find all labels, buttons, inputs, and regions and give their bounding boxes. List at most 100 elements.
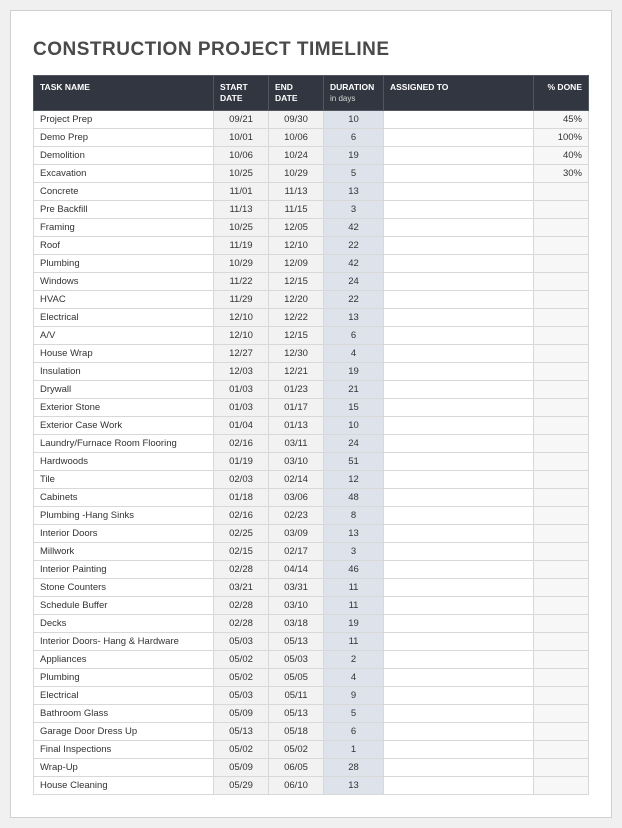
- cell-duration: 46: [324, 561, 384, 579]
- cell-task: Demolition: [34, 147, 214, 165]
- table-body: Project Prep09/2109/301045%Demo Prep10/0…: [34, 111, 589, 795]
- table-row: Final Inspections05/0205/021: [34, 741, 589, 759]
- table-row: Concrete11/0111/1313: [34, 183, 589, 201]
- cell-end-date: 01/17: [269, 399, 324, 417]
- cell-end-date: 11/13: [269, 183, 324, 201]
- cell-done: [534, 291, 589, 309]
- cell-task: Windows: [34, 273, 214, 291]
- cell-duration: 5: [324, 165, 384, 183]
- cell-start-date: 05/29: [214, 777, 269, 795]
- cell-duration: 28: [324, 759, 384, 777]
- table-row: Decks02/2803/1819: [34, 615, 589, 633]
- table-row: Cabinets01/1803/0648: [34, 489, 589, 507]
- table-row: Hardwoods01/1903/1051: [34, 453, 589, 471]
- header-assigned: ASSIGNED TO: [384, 76, 534, 111]
- cell-end-date: 12/20: [269, 291, 324, 309]
- cell-task: Interior Painting: [34, 561, 214, 579]
- cell-start-date: 10/25: [214, 165, 269, 183]
- cell-assigned: [384, 291, 534, 309]
- cell-start-date: 05/09: [214, 759, 269, 777]
- cell-assigned: [384, 489, 534, 507]
- cell-done: [534, 327, 589, 345]
- cell-duration: 4: [324, 345, 384, 363]
- table-row: Interior Doors- Hang & Hardware05/0305/1…: [34, 633, 589, 651]
- cell-done: [534, 597, 589, 615]
- table-row: Windows11/2212/1524: [34, 273, 589, 291]
- cell-duration: 13: [324, 183, 384, 201]
- cell-end-date: 12/22: [269, 309, 324, 327]
- cell-task: Final Inspections: [34, 741, 214, 759]
- cell-duration: 4: [324, 669, 384, 687]
- table-header-row: TASK NAME START DATE END DATE DURATION i…: [34, 76, 589, 111]
- cell-done: [534, 381, 589, 399]
- cell-assigned: [384, 633, 534, 651]
- cell-assigned: [384, 651, 534, 669]
- cell-assigned: [384, 345, 534, 363]
- cell-done: [534, 777, 589, 795]
- cell-start-date: 02/28: [214, 561, 269, 579]
- cell-end-date: 02/17: [269, 543, 324, 561]
- cell-assigned: [384, 201, 534, 219]
- table-row: Excavation10/2510/29530%: [34, 165, 589, 183]
- cell-duration: 5: [324, 705, 384, 723]
- cell-done: [534, 615, 589, 633]
- cell-task: Schedule Buffer: [34, 597, 214, 615]
- table-row: Appliances05/0205/032: [34, 651, 589, 669]
- cell-done: [534, 723, 589, 741]
- cell-duration: 12: [324, 471, 384, 489]
- cell-task: Garage Door Dress Up: [34, 723, 214, 741]
- cell-duration: 24: [324, 273, 384, 291]
- cell-end-date: 11/15: [269, 201, 324, 219]
- cell-start-date: 05/02: [214, 651, 269, 669]
- cell-assigned: [384, 777, 534, 795]
- cell-start-date: 02/15: [214, 543, 269, 561]
- cell-end-date: 05/03: [269, 651, 324, 669]
- cell-start-date: 05/02: [214, 741, 269, 759]
- cell-start-date: 02/25: [214, 525, 269, 543]
- cell-assigned: [384, 543, 534, 561]
- cell-done: [534, 183, 589, 201]
- cell-assigned: [384, 669, 534, 687]
- cell-done: [534, 345, 589, 363]
- cell-start-date: 12/27: [214, 345, 269, 363]
- cell-duration: 13: [324, 309, 384, 327]
- cell-end-date: 05/02: [269, 741, 324, 759]
- header-start: START DATE: [214, 76, 269, 111]
- cell-end-date: 05/13: [269, 633, 324, 651]
- table-row: Exterior Case Work01/0401/1310: [34, 417, 589, 435]
- cell-task: Tile: [34, 471, 214, 489]
- cell-done: [534, 705, 589, 723]
- cell-assigned: [384, 273, 534, 291]
- table-row: Tile02/0302/1412: [34, 471, 589, 489]
- cell-duration: 15: [324, 399, 384, 417]
- cell-task: House Wrap: [34, 345, 214, 363]
- cell-duration: 6: [324, 723, 384, 741]
- cell-start-date: 10/29: [214, 255, 269, 273]
- header-start-label: START DATE: [220, 82, 248, 103]
- cell-assigned: [384, 471, 534, 489]
- cell-start-date: 03/21: [214, 579, 269, 597]
- cell-start-date: 05/13: [214, 723, 269, 741]
- cell-end-date: 03/18: [269, 615, 324, 633]
- cell-duration: 6: [324, 327, 384, 345]
- cell-start-date: 10/06: [214, 147, 269, 165]
- cell-end-date: 12/10: [269, 237, 324, 255]
- table-row: Electrical05/0305/119: [34, 687, 589, 705]
- cell-done: [534, 759, 589, 777]
- cell-task: Concrete: [34, 183, 214, 201]
- cell-end-date: 12/15: [269, 273, 324, 291]
- cell-end-date: 02/23: [269, 507, 324, 525]
- cell-end-date: 10/06: [269, 129, 324, 147]
- cell-duration: 11: [324, 597, 384, 615]
- cell-assigned: [384, 237, 534, 255]
- cell-assigned: [384, 111, 534, 129]
- cell-done: 45%: [534, 111, 589, 129]
- cell-task: Laundry/Furnace Room Flooring: [34, 435, 214, 453]
- header-end: END DATE: [269, 76, 324, 111]
- table-row: Stone Counters03/2103/3111: [34, 579, 589, 597]
- cell-assigned: [384, 597, 534, 615]
- cell-task: Drywall: [34, 381, 214, 399]
- cell-duration: 10: [324, 417, 384, 435]
- cell-assigned: [384, 741, 534, 759]
- table-row: Electrical12/1012/2213: [34, 309, 589, 327]
